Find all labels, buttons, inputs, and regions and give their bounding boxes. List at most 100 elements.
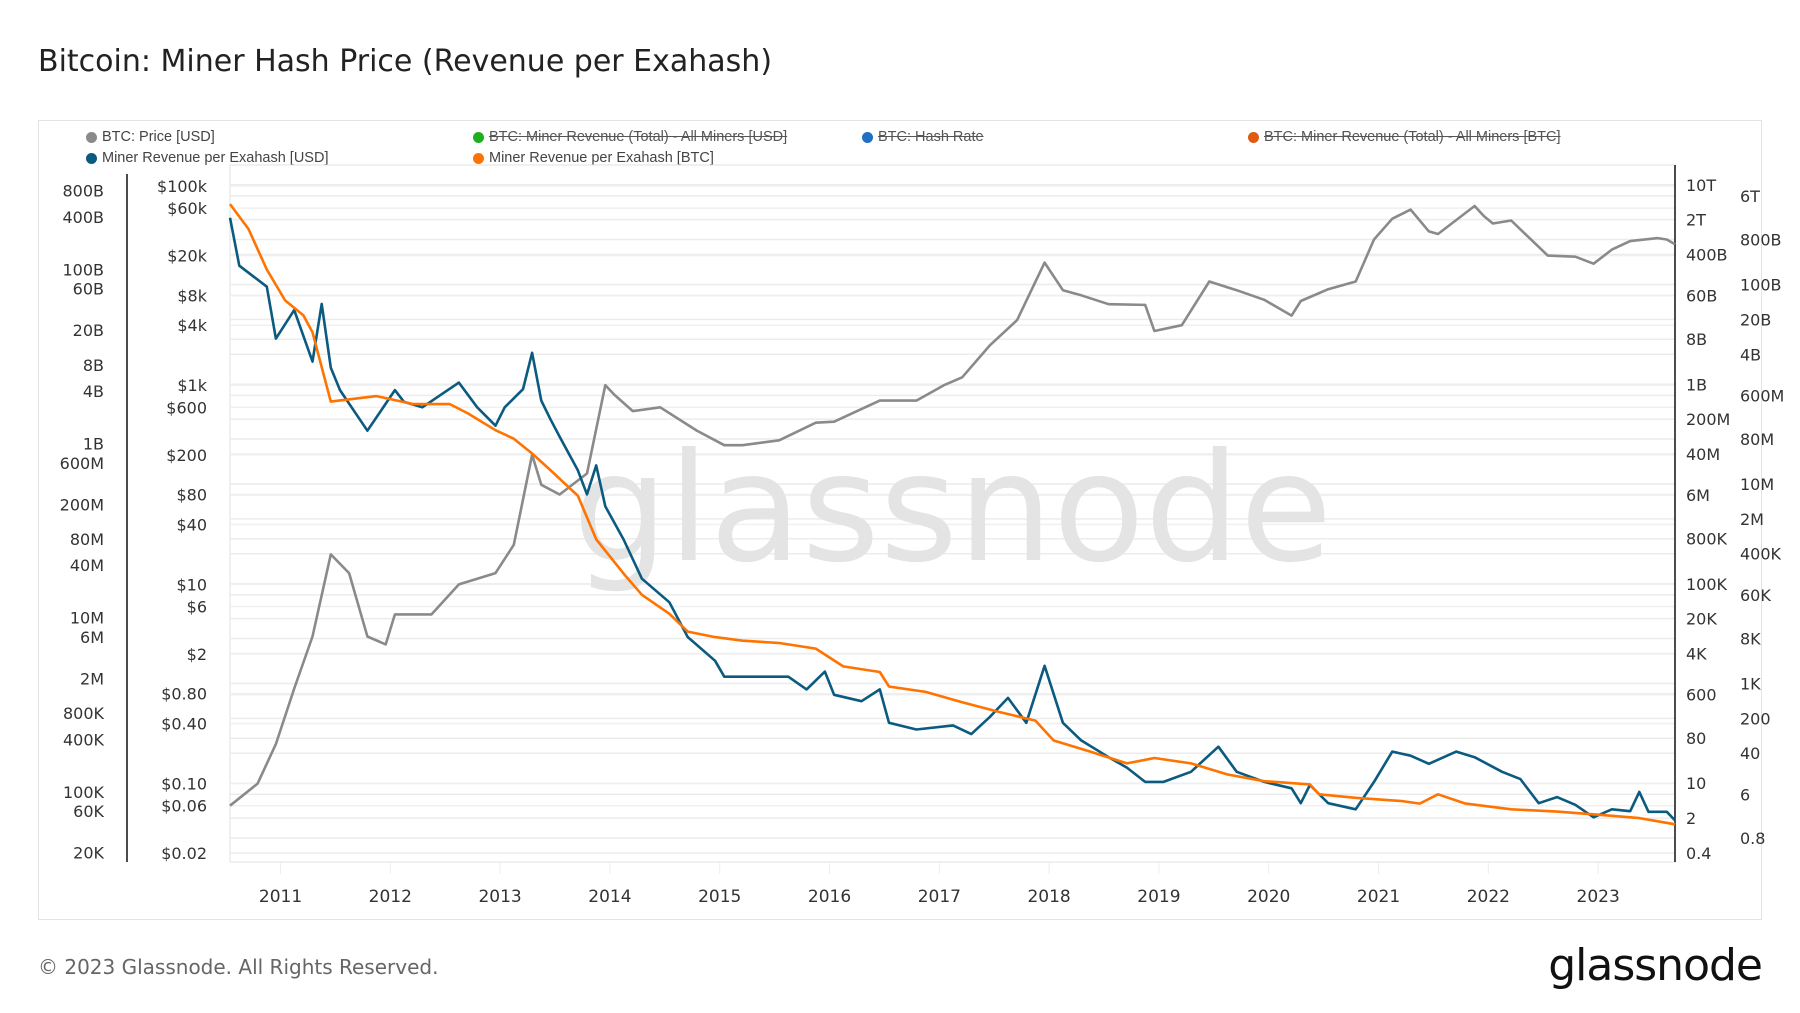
x-tick-label: 2019 (1137, 887, 1180, 907)
legend-item[interactable]: Miner Revenue per Exahash [BTC] (473, 150, 714, 166)
legend-dot-icon (86, 131, 97, 143)
right-tick-label: 800K (1686, 530, 1728, 549)
right-tick-label: 20K (1686, 610, 1717, 629)
left-outer-tick-label: 400B (62, 208, 104, 227)
left-inner-tick-label: $0.10 (161, 775, 207, 794)
legend-dot-icon (473, 131, 484, 143)
x-tick-label: 2011 (259, 887, 302, 907)
right-tick-label: 400B (1686, 246, 1728, 265)
x-tick-label: 2014 (588, 887, 631, 907)
series-line (229, 204, 1676, 807)
left-outer-tick-label: 60B (73, 280, 104, 299)
right-tick-label: 20B (1740, 310, 1771, 329)
right-tick-label: 6M (1686, 486, 1710, 505)
left-inner-tick-label: $0.02 (161, 844, 207, 863)
left-outer-tick-label: 1B (83, 434, 104, 453)
x-tick-label: 2023 (1577, 887, 1620, 907)
right-tick-label: 1K (1740, 675, 1761, 694)
left-outer-tick-label: 100B (62, 260, 104, 279)
copyright-text: © 2023 Glassnode. All Rights Reserved. (38, 955, 439, 979)
legend-dot-icon (473, 152, 484, 164)
left-outer-tick-label: 80M (70, 530, 104, 549)
left-inner-tick-label: $600 (166, 398, 207, 417)
right-tick-label: 40M (1686, 445, 1720, 464)
legend-label: BTC: Miner Revenue (Total) - All Miners … (489, 129, 788, 145)
right-tick-label: 8B (1686, 330, 1707, 349)
chart-container (38, 120, 1762, 920)
right-tick-label: 2M (1740, 510, 1764, 529)
left-outer-tick-label: 8B (83, 356, 104, 375)
right-tick-label: 0.8 (1740, 829, 1765, 848)
legend-dot-icon (862, 131, 873, 143)
legend-label: BTC: Price [USD] (102, 129, 215, 145)
left-inner-tick-label: $0.06 (161, 797, 207, 816)
left-inner-tick-label: $80 (176, 485, 207, 504)
left-inner-tick-label: $8k (177, 286, 207, 305)
left-outer-tick-label: 400K (63, 730, 105, 749)
left-inner-tick-label: $60k (167, 199, 208, 218)
left-inner-tick-label: $4k (177, 316, 207, 335)
left-outer-tick-label: 600M (60, 454, 104, 473)
right-tick-label: 200M (1686, 410, 1730, 429)
legend-item[interactable]: BTC: Miner Revenue (Total) - All Miners … (473, 129, 787, 145)
right-tick-label: 10M (1740, 475, 1774, 494)
legend-item[interactable]: BTC: Price [USD] (86, 129, 215, 145)
legend-label: BTC: Hash Rate (878, 129, 984, 145)
right-tick-label: 10 (1686, 774, 1706, 793)
legend-item[interactable]: BTC: Hash Rate (862, 129, 984, 145)
right-tick-label: 80 (1686, 729, 1706, 748)
left-outer-tick-label: 100K (63, 783, 105, 802)
right-tick-label: 0.4 (1686, 844, 1711, 863)
left-inner-tick-label: $0.40 (161, 715, 207, 734)
left-outer-tick-label: 20B (73, 321, 104, 340)
chart-title: Bitcoin: Miner Hash Price (Revenue per E… (38, 44, 773, 79)
legend-label: BTC: Miner Revenue (Total) - All Miners … (1264, 129, 1561, 145)
right-tick-label: 1B (1686, 375, 1707, 394)
right-tick-label: 100B (1740, 276, 1782, 295)
legend-item[interactable]: Miner Revenue per Exahash [USD] (86, 150, 328, 166)
left-inner-tick-label: $1k (177, 376, 207, 395)
right-tick-label: 200 (1740, 709, 1771, 728)
right-tick-label: 800B (1740, 231, 1782, 250)
legend-label: Miner Revenue per Exahash [BTC] (489, 150, 714, 166)
legend-dot-icon (86, 152, 97, 164)
right-tick-label: 6T (1740, 187, 1760, 206)
right-tick-label: 4K (1686, 644, 1707, 663)
x-tick-label: 2017 (918, 887, 961, 907)
left-outer-tick-label: 10M (70, 609, 104, 628)
series-line (228, 203, 1676, 826)
x-tick-label: 2021 (1357, 887, 1400, 907)
left-outer-tick-label: 4B (83, 382, 104, 401)
x-tick-label: 2022 (1467, 887, 1510, 907)
left-inner-tick-label: $100k (157, 177, 208, 196)
right-tick-label: 600 (1686, 686, 1717, 705)
right-tick-label: 60B (1686, 287, 1717, 306)
legend-item[interactable]: BTC: Miner Revenue (Total) - All Miners … (1248, 129, 1561, 145)
x-tick-label: 2015 (698, 887, 741, 907)
x-tick-label: 2013 (478, 887, 521, 907)
series-2 (228, 203, 1676, 826)
plot-area (229, 164, 1676, 863)
left-outer-tick-label: 200M (60, 495, 104, 514)
left-outer-tick-label: 20K (73, 844, 104, 863)
right-tick-label: 40 (1740, 744, 1760, 763)
right-tick-label: 2T (1686, 211, 1706, 230)
left-inner-tick-label: $40 (176, 515, 207, 534)
right-tick-label: 80M (1740, 430, 1774, 449)
left-inner-tick-label: $10 (176, 575, 207, 594)
right-tick-label: 10T (1686, 176, 1716, 195)
left-inner-tick-label: $2 (187, 645, 207, 664)
left-outer-tick-label: 2M (80, 670, 104, 689)
left-outer-tick-label: 800K (63, 704, 105, 723)
right-tick-label: 60K (1740, 586, 1771, 605)
left-outer-tick-label: 40M (70, 556, 104, 575)
watermark-logo: glassnode (573, 422, 1332, 596)
right-tick-label: 100K (1686, 575, 1728, 594)
right-tick-label: 400K (1740, 545, 1782, 564)
x-tick-label: 2020 (1247, 887, 1290, 907)
left-inner-tick-label: $0.80 (161, 685, 207, 704)
right-tick-label: 4B (1740, 345, 1761, 364)
right-tick-label: 6 (1740, 785, 1750, 804)
left-outer-tick-label: 800B (62, 182, 104, 201)
